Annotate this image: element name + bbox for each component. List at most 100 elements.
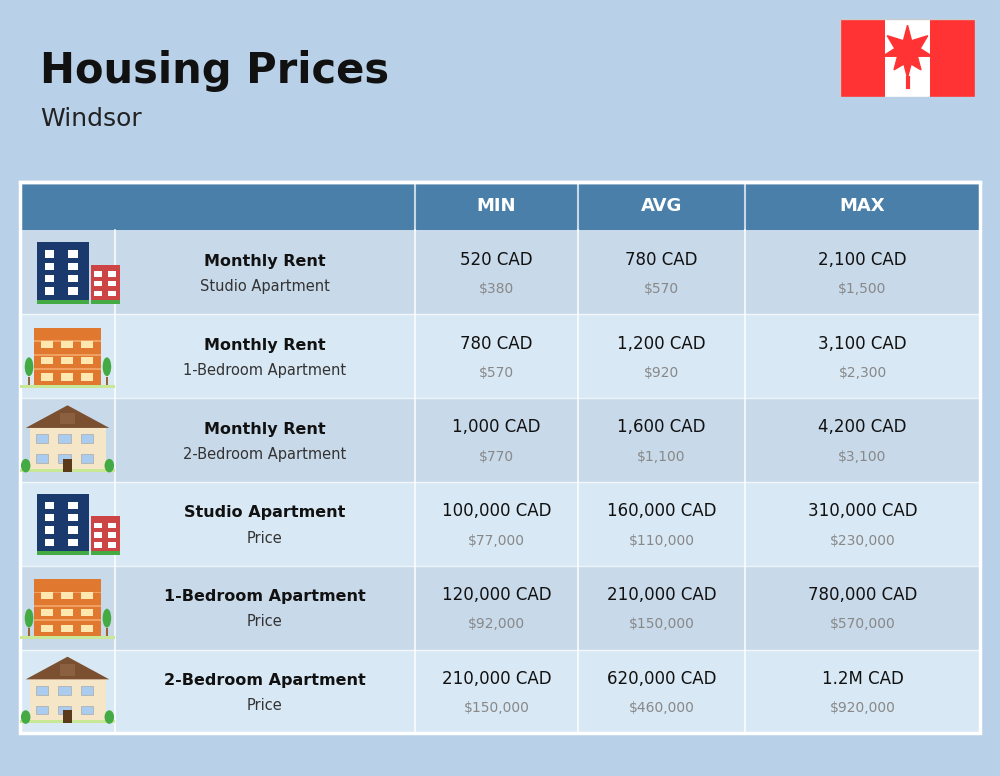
Bar [45, 501, 54, 509]
Bar [81, 357, 93, 364]
Text: $2,300: $2,300 [838, 366, 887, 380]
Bar [20, 182, 980, 230]
Bar [20, 482, 980, 566]
Polygon shape [26, 405, 109, 428]
Bar [20, 566, 980, 650]
Text: 520 CAD: 520 CAD [460, 251, 533, 268]
Bar [45, 287, 54, 295]
Text: 210,000 CAD: 210,000 CAD [442, 670, 551, 688]
Bar [61, 625, 73, 632]
Ellipse shape [25, 608, 33, 628]
Bar [68, 275, 78, 282]
Bar [91, 516, 120, 556]
Bar [68, 262, 78, 270]
Bar [94, 291, 102, 296]
Bar [20, 469, 115, 472]
Bar [81, 625, 93, 632]
Bar [58, 454, 71, 463]
Bar [94, 532, 102, 538]
Bar [20, 230, 980, 314]
Bar [106, 376, 108, 388]
Bar [34, 591, 101, 594]
Bar [885, 19, 930, 97]
Text: Studio Apartment: Studio Apartment [184, 505, 346, 521]
Bar [63, 710, 72, 723]
Text: Monthly Rent: Monthly Rent [204, 421, 326, 437]
Bar [68, 501, 78, 509]
Text: Studio Apartment: Studio Apartment [200, 279, 330, 294]
Text: $570: $570 [644, 282, 679, 296]
Text: Housing Prices: Housing Prices [40, 50, 389, 92]
Bar [58, 435, 71, 443]
Text: 100,000 CAD: 100,000 CAD [442, 502, 551, 520]
Ellipse shape [21, 459, 30, 473]
Bar [68, 539, 78, 546]
Text: $150,000: $150,000 [629, 618, 694, 632]
Bar [81, 705, 93, 715]
Bar [20, 398, 980, 482]
Bar [36, 705, 48, 715]
Text: $1,100: $1,100 [637, 450, 686, 464]
Bar [37, 494, 89, 556]
Bar [63, 459, 72, 472]
Bar [34, 605, 101, 608]
Text: 3,100 CAD: 3,100 CAD [818, 334, 907, 352]
Bar [58, 705, 71, 715]
Bar [81, 341, 93, 348]
Text: Windsor: Windsor [40, 107, 142, 131]
Bar [61, 341, 73, 348]
Text: 4,200 CAD: 4,200 CAD [818, 418, 907, 436]
Bar [45, 539, 54, 546]
Text: $92,000: $92,000 [468, 618, 525, 632]
Bar [34, 579, 101, 639]
Bar [20, 314, 980, 398]
Bar [45, 514, 54, 521]
Bar [91, 551, 120, 556]
Text: $77,000: $77,000 [468, 534, 525, 548]
Bar [41, 357, 53, 364]
Text: $380: $380 [479, 282, 514, 296]
Bar [81, 592, 93, 600]
Bar [34, 340, 101, 342]
Bar [34, 368, 101, 369]
Text: 1-Bedroom Apartment: 1-Bedroom Apartment [183, 363, 347, 378]
Text: AVG: AVG [641, 197, 682, 216]
Ellipse shape [21, 710, 30, 724]
Bar [20, 720, 115, 723]
Ellipse shape [105, 459, 114, 473]
Ellipse shape [25, 357, 33, 376]
Bar [41, 592, 53, 600]
Text: Monthly Rent: Monthly Rent [204, 254, 326, 269]
Text: $150,000: $150,000 [464, 702, 529, 715]
Bar [94, 542, 102, 548]
Text: $230,000: $230,000 [830, 534, 895, 548]
Bar [108, 281, 116, 286]
Text: MAX: MAX [840, 197, 885, 216]
Bar [930, 19, 975, 97]
Bar [68, 250, 78, 258]
Text: 2-Bedroom Apartment: 2-Bedroom Apartment [164, 673, 366, 688]
Bar [108, 522, 116, 528]
Bar [41, 341, 53, 348]
Bar [20, 385, 115, 388]
Text: Monthly Rent: Monthly Rent [204, 338, 326, 353]
Bar [94, 281, 102, 286]
Bar [81, 454, 93, 463]
Text: $1,500: $1,500 [838, 282, 887, 296]
Bar [20, 182, 980, 733]
Text: 1.2M CAD: 1.2M CAD [822, 670, 903, 688]
Text: $3,100: $3,100 [838, 450, 887, 464]
Bar [68, 526, 78, 534]
Ellipse shape [103, 608, 111, 628]
Text: 780 CAD: 780 CAD [625, 251, 698, 268]
Text: 1,000 CAD: 1,000 CAD [452, 418, 541, 436]
Text: 1,200 CAD: 1,200 CAD [617, 334, 706, 352]
Text: Price: Price [247, 531, 283, 546]
Bar [108, 532, 116, 538]
Text: Price: Price [247, 698, 283, 713]
Bar [36, 435, 48, 443]
Polygon shape [26, 656, 109, 679]
Bar [108, 542, 116, 548]
Text: $110,000: $110,000 [629, 534, 694, 548]
Bar [61, 608, 73, 615]
